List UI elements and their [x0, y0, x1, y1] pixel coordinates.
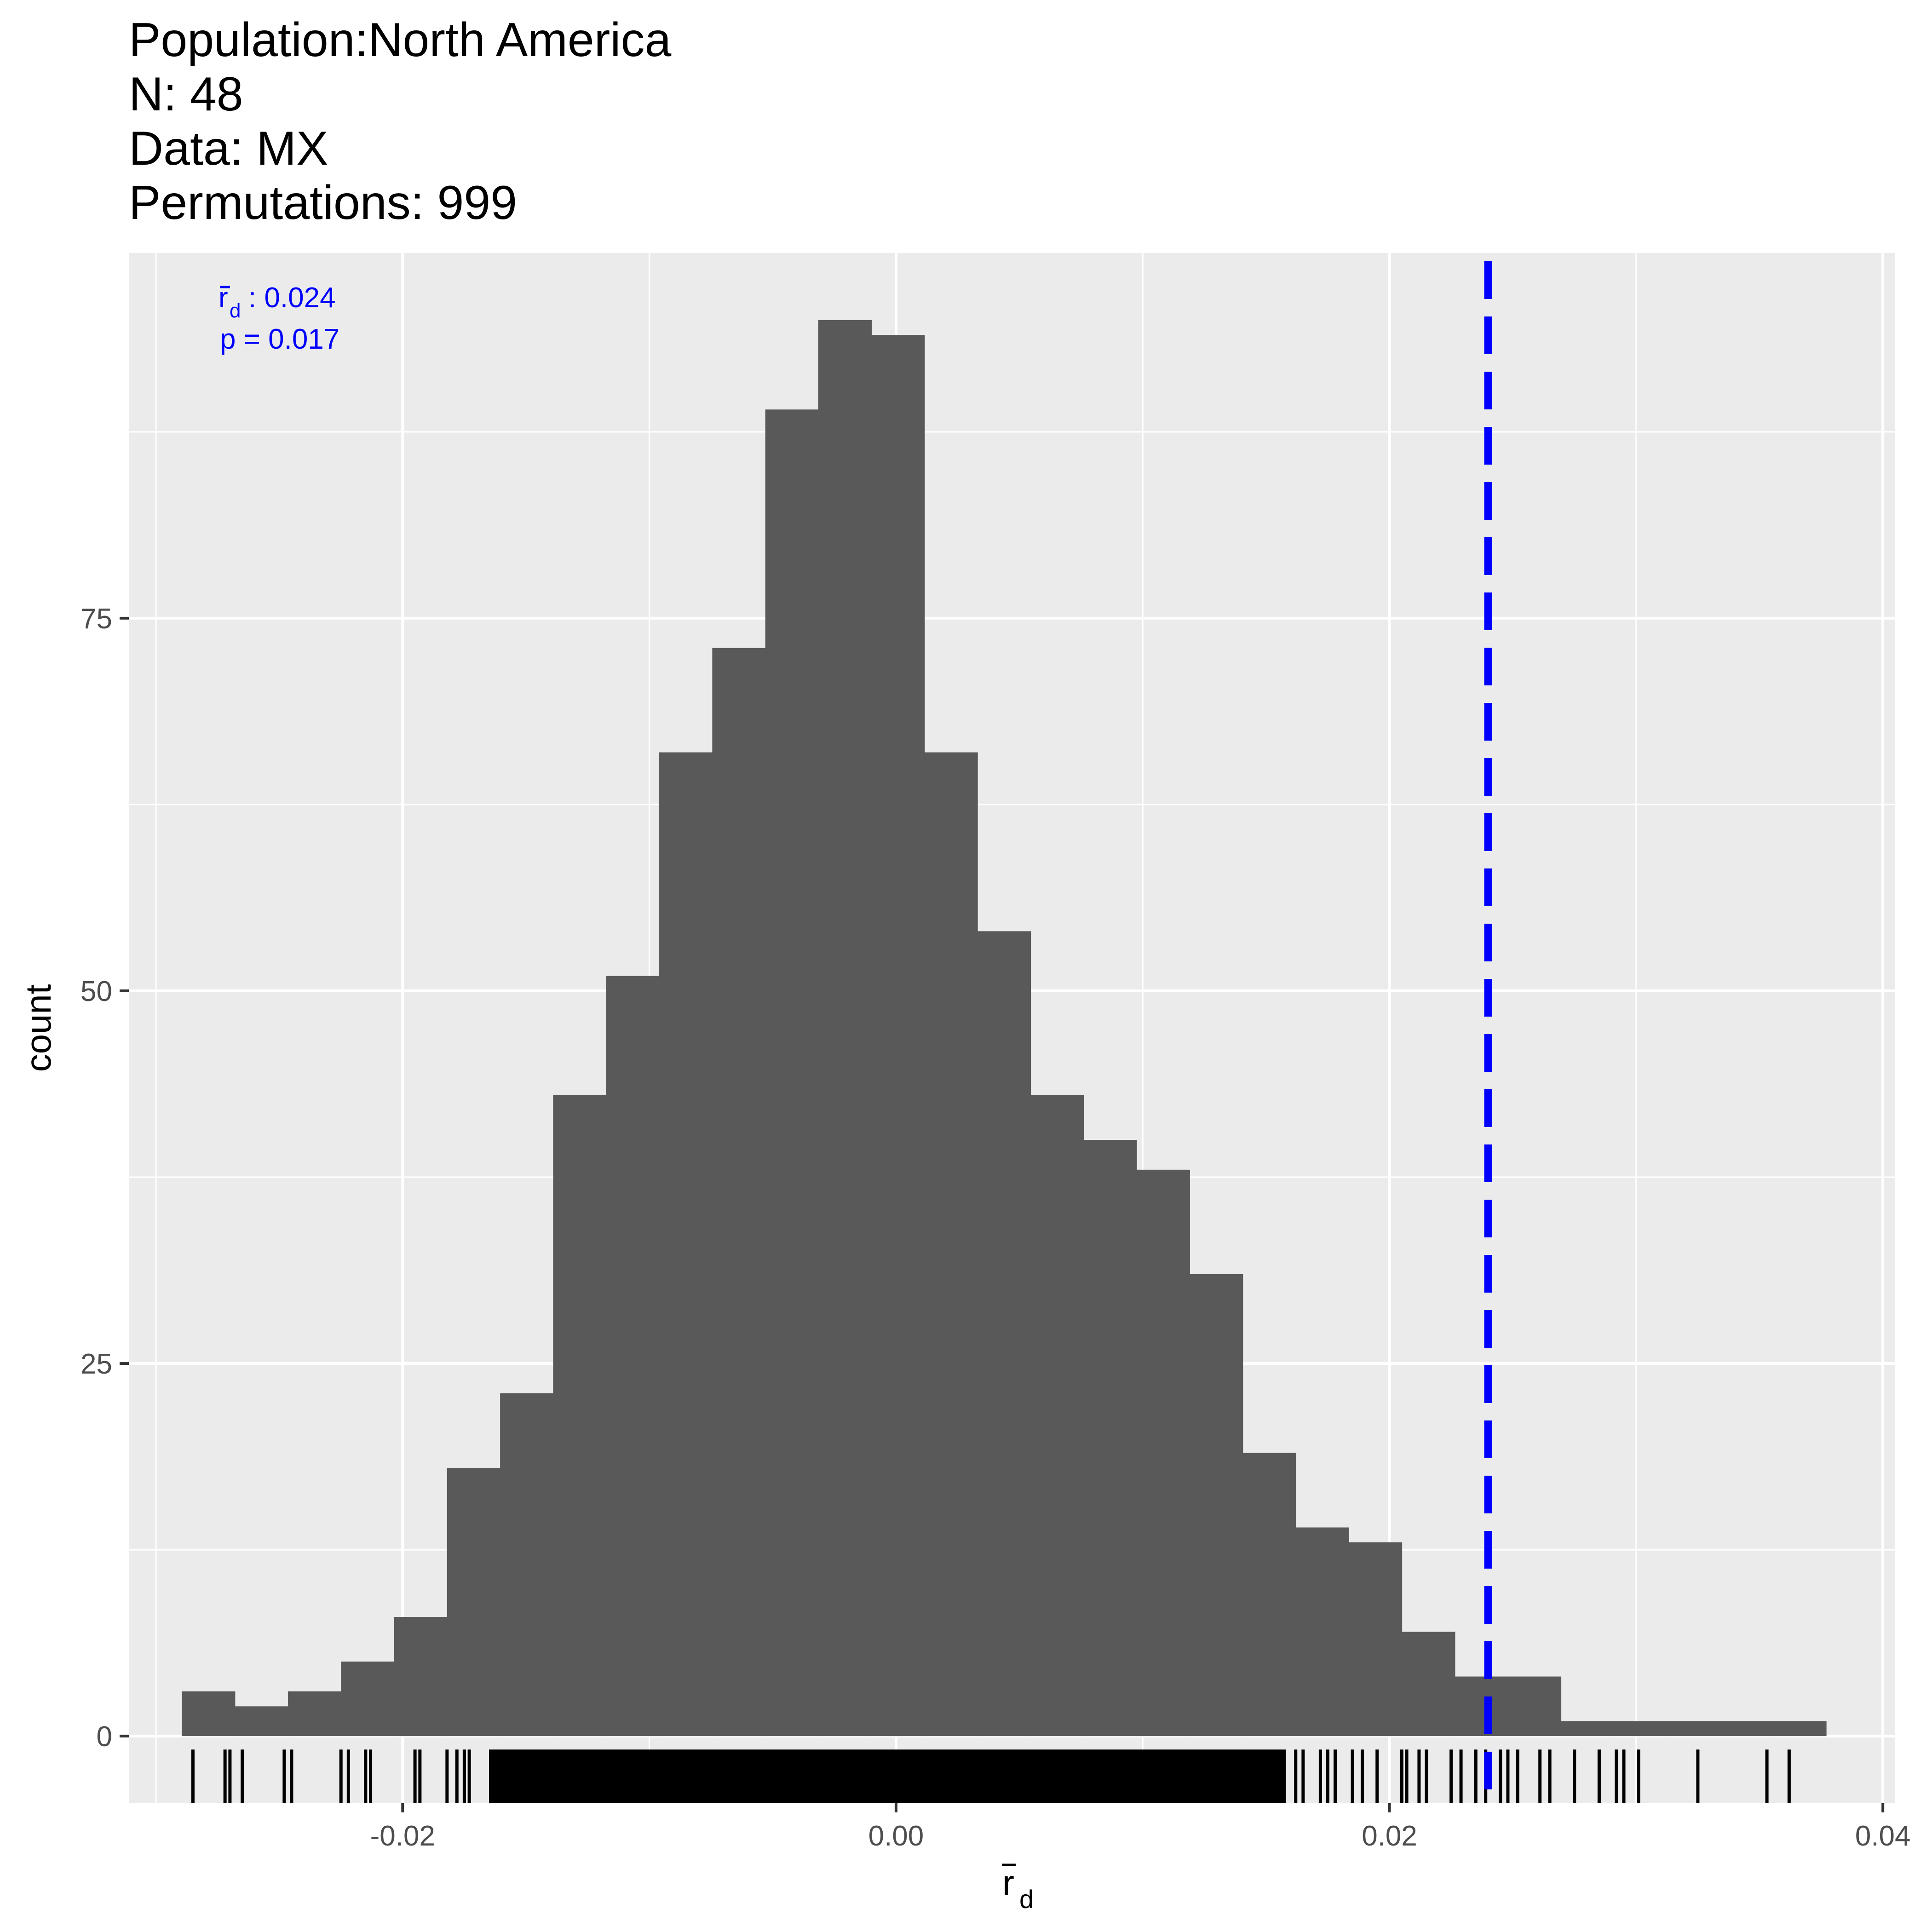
annotation-r-subscript: d	[230, 299, 241, 322]
histogram-bar	[1455, 1676, 1508, 1736]
histogram-bar	[341, 1662, 395, 1736]
chart-title: Population:North America N: 48 Data: MX …	[129, 13, 671, 230]
histogram-bar	[1242, 1453, 1296, 1736]
stat-annotation: r d : 0.024 p = 0.017	[218, 282, 339, 355]
histogram-bar	[1083, 1140, 1137, 1736]
histogram-bar	[394, 1616, 448, 1736]
histogram-bar	[1614, 1721, 1668, 1736]
y-tick-label: 75	[80, 603, 112, 635]
rug-marks	[191, 1749, 1791, 1803]
histogram-bar	[1295, 1527, 1349, 1736]
histogram-bar	[235, 1706, 288, 1736]
histogram-bar	[606, 976, 660, 1736]
title-line-permutations: Permutations: 999	[129, 176, 518, 230]
title-line-n: N: 48	[129, 68, 243, 121]
histogram-bar	[1773, 1721, 1827, 1736]
x-axis-title-subscript: d	[1019, 1885, 1034, 1914]
rug-mark-dense	[489, 1749, 1286, 1803]
title-line-data: Data: MX	[129, 122, 328, 175]
histogram-bar	[553, 1095, 607, 1736]
y-tick-label: 50	[80, 976, 112, 1007]
histogram-bar	[1402, 1632, 1455, 1736]
histogram-bar	[1720, 1721, 1774, 1736]
histogram-bar	[871, 335, 925, 1736]
histogram-bar	[1667, 1721, 1721, 1736]
x-axis: -0.02 0.00 0.02 0.04	[370, 1803, 1911, 1852]
x-tick-label: 0.02	[1362, 1820, 1417, 1852]
histogram-bar	[712, 648, 766, 1736]
x-axis-title: r d	[1002, 1863, 1034, 1914]
histogram-bar	[288, 1691, 342, 1736]
histogram-bar	[500, 1393, 554, 1736]
annotation-observed-value: : 0.024	[248, 282, 336, 314]
x-tick-label: -0.02	[370, 1820, 435, 1852]
histogram-bar	[765, 409, 819, 1736]
y-axis: 0 25 50 75	[80, 603, 129, 1753]
histogram-bar	[818, 320, 872, 1736]
histogram-bar	[1030, 1095, 1084, 1736]
histogram-bar	[924, 752, 978, 1736]
histogram-bar	[182, 1691, 236, 1736]
y-tick-label: 0	[97, 1721, 112, 1753]
annotation-r-symbol: r	[218, 282, 228, 314]
histogram-bar	[1561, 1721, 1615, 1736]
x-axis-title-base: r	[1002, 1863, 1014, 1903]
x-tick-label: 0.00	[868, 1820, 924, 1852]
annotation-p-value: p = 0.017	[220, 323, 339, 355]
y-axis-title: count	[18, 984, 58, 1072]
histogram-bar	[1349, 1542, 1403, 1736]
histogram-bar	[447, 1467, 500, 1736]
histogram-bar	[1507, 1676, 1562, 1736]
histogram-bar	[977, 931, 1031, 1736]
histogram-bar	[659, 752, 713, 1736]
title-line-population: Population:North America	[129, 13, 672, 67]
histogram-bar	[1190, 1274, 1243, 1736]
x-tick-label: 0.04	[1855, 1820, 1911, 1852]
y-tick-label: 25	[80, 1348, 112, 1380]
histogram-bars	[182, 320, 1827, 1736]
histogram-bar	[1136, 1169, 1190, 1736]
